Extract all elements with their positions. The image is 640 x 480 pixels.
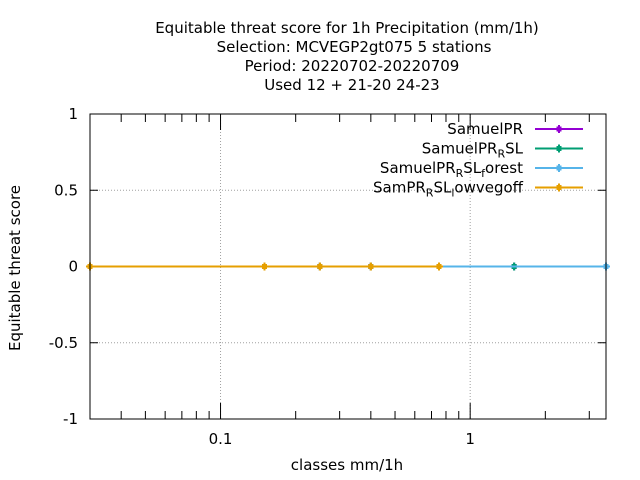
legend-label: SamuelPRRSLforest bbox=[380, 159, 523, 180]
data-point bbox=[315, 262, 324, 271]
y-tick-label: -1 bbox=[63, 410, 78, 428]
y-tick-label: -0.5 bbox=[49, 334, 78, 352]
title-line-1: Equitable threat score for 1h Precipitat… bbox=[155, 19, 539, 37]
axis-ticks: -1 -0.5 0 0.5 1 0.1 1 bbox=[49, 105, 606, 448]
legend-entry: SamuelPRRSLforest bbox=[380, 159, 583, 180]
data-point bbox=[555, 144, 563, 153]
data-point bbox=[555, 183, 563, 192]
series-lines bbox=[86, 262, 610, 271]
data-point bbox=[434, 262, 443, 271]
legend-label: SamuelPRRSL bbox=[422, 140, 524, 161]
x-tick-label: 0.1 bbox=[209, 430, 233, 448]
y-tick-label: 0 bbox=[68, 258, 78, 276]
y-axis-label: Equitable threat score bbox=[6, 185, 24, 351]
data-point bbox=[555, 164, 563, 172]
legend-entry: SamuelPRRSL bbox=[422, 140, 583, 161]
legend-label: SamuelPR bbox=[447, 120, 523, 138]
legend: SamuelPR SamuelPRRSLSamuelPRRSLforestSamP… bbox=[373, 120, 583, 200]
series-4 bbox=[86, 262, 443, 271]
y-tick-label: 1 bbox=[68, 105, 78, 123]
legend-label: SamPRRSLlowvegoff bbox=[373, 179, 524, 200]
title-line-4: Used 12 + 21-20 24-23 bbox=[264, 76, 439, 94]
plot-frame bbox=[89, 113, 607, 420]
legend-entry: SamuelPR bbox=[447, 120, 583, 138]
title-line-3: Period: 20220702-20220709 bbox=[245, 57, 460, 75]
legend-entry: SamPRRSLlowvegoff bbox=[373, 179, 583, 200]
title-line-2: Selection: MCVEGP2gt075 5 stations bbox=[217, 38, 492, 56]
data-point bbox=[260, 262, 269, 271]
x-axis-label: classes mm/1h bbox=[291, 456, 403, 474]
data-point bbox=[555, 125, 563, 133]
data-point bbox=[366, 262, 375, 271]
y-tick-label: 0.5 bbox=[54, 181, 78, 199]
chart-title: Equitable threat score for 1h Precipitat… bbox=[155, 19, 539, 94]
x-tick-label: 1 bbox=[465, 430, 475, 448]
